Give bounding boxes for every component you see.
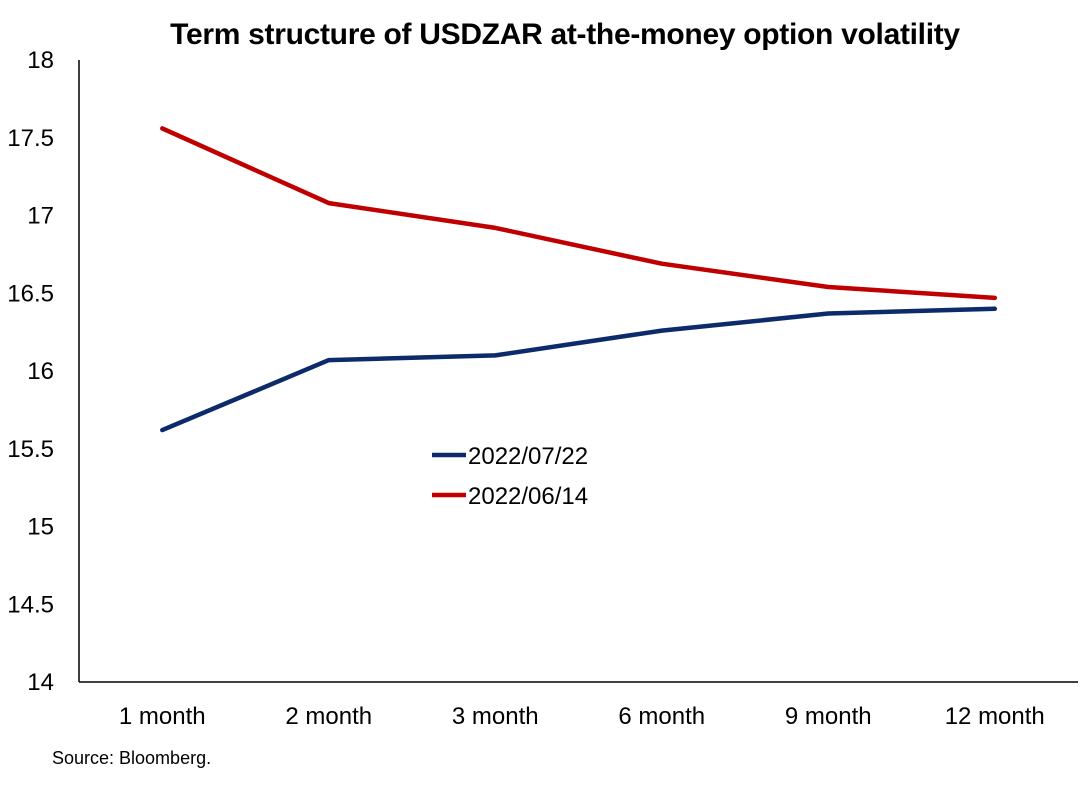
y-tick-label: 17 (27, 203, 54, 230)
legend-label: 2022/06/14 (468, 483, 588, 510)
x-tick-label: 1 month (119, 703, 206, 730)
y-tick-label: 14 (27, 669, 54, 696)
x-axis-ticks: 1 month 2 month 3 month 6 month 9 month 12 mo… (119, 703, 1045, 730)
x-tick-label: 12 month (945, 703, 1045, 730)
x-tick-label: 2 month (285, 703, 372, 730)
legend-label: 2022/07/22 (468, 443, 588, 470)
y-axis-ticks: 14 14.5 15 15.5 16 16.5 17 17.5 18 (7, 47, 54, 696)
y-tick-label: 15 (27, 514, 54, 541)
y-tick-label: 18 (27, 47, 54, 74)
series-line-1 (160, 126, 998, 301)
series-lines (160, 126, 998, 433)
y-tick-label: 15.5 (7, 436, 54, 463)
series-line-0 (160, 306, 998, 433)
chart-title: Term structure of USDZAR at-the-money op… (170, 18, 960, 51)
y-tick-label: 14.5 (7, 591, 54, 618)
axes (78, 60, 1078, 683)
x-tick-label: 3 month (452, 703, 539, 730)
legend: 2022/07/22 2022/06/14 (432, 443, 588, 510)
x-tick-label: 6 month (618, 703, 705, 730)
x-tick-label: 9 month (785, 703, 872, 730)
y-tick-label: 16 (27, 358, 54, 385)
y-tick-label: 16.5 (7, 280, 54, 307)
y-tick-label: 17.5 (7, 125, 54, 152)
source-note: Source: Bloomberg. (52, 748, 212, 768)
